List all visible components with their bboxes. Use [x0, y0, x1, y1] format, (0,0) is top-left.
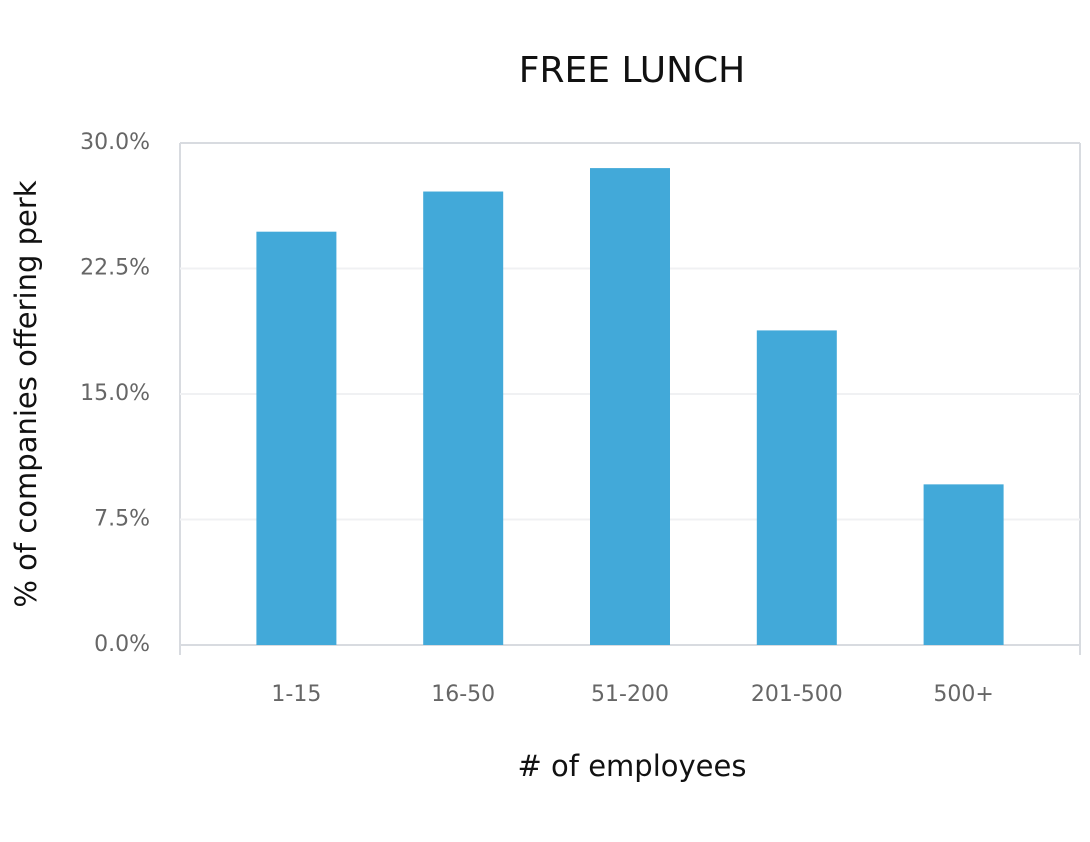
bar — [423, 191, 504, 645]
y-tick-label: 22.5% — [80, 256, 150, 281]
y-tick-label: 7.5% — [94, 507, 150, 532]
y-tick-label: 0.0% — [94, 632, 150, 657]
bar — [256, 231, 337, 646]
y-tick-label: 15.0% — [80, 381, 150, 406]
chart-title: FREE LUNCH — [519, 50, 745, 91]
x-tick-label: 201-500 — [751, 682, 843, 707]
x-tick-label: 51-200 — [591, 682, 669, 707]
bar — [923, 484, 1004, 645]
y-tick-label: 30.0% — [80, 130, 150, 155]
x-tick-label: 16-50 — [431, 682, 495, 707]
bar — [590, 168, 670, 645]
x-tick-label: 500+ — [933, 682, 993, 707]
x-tick-label: 1-15 — [271, 682, 321, 707]
bar — [756, 330, 837, 645]
y-axis-label: % of companies offering perk — [9, 180, 43, 607]
x-axis-label: # of employees — [518, 749, 747, 783]
